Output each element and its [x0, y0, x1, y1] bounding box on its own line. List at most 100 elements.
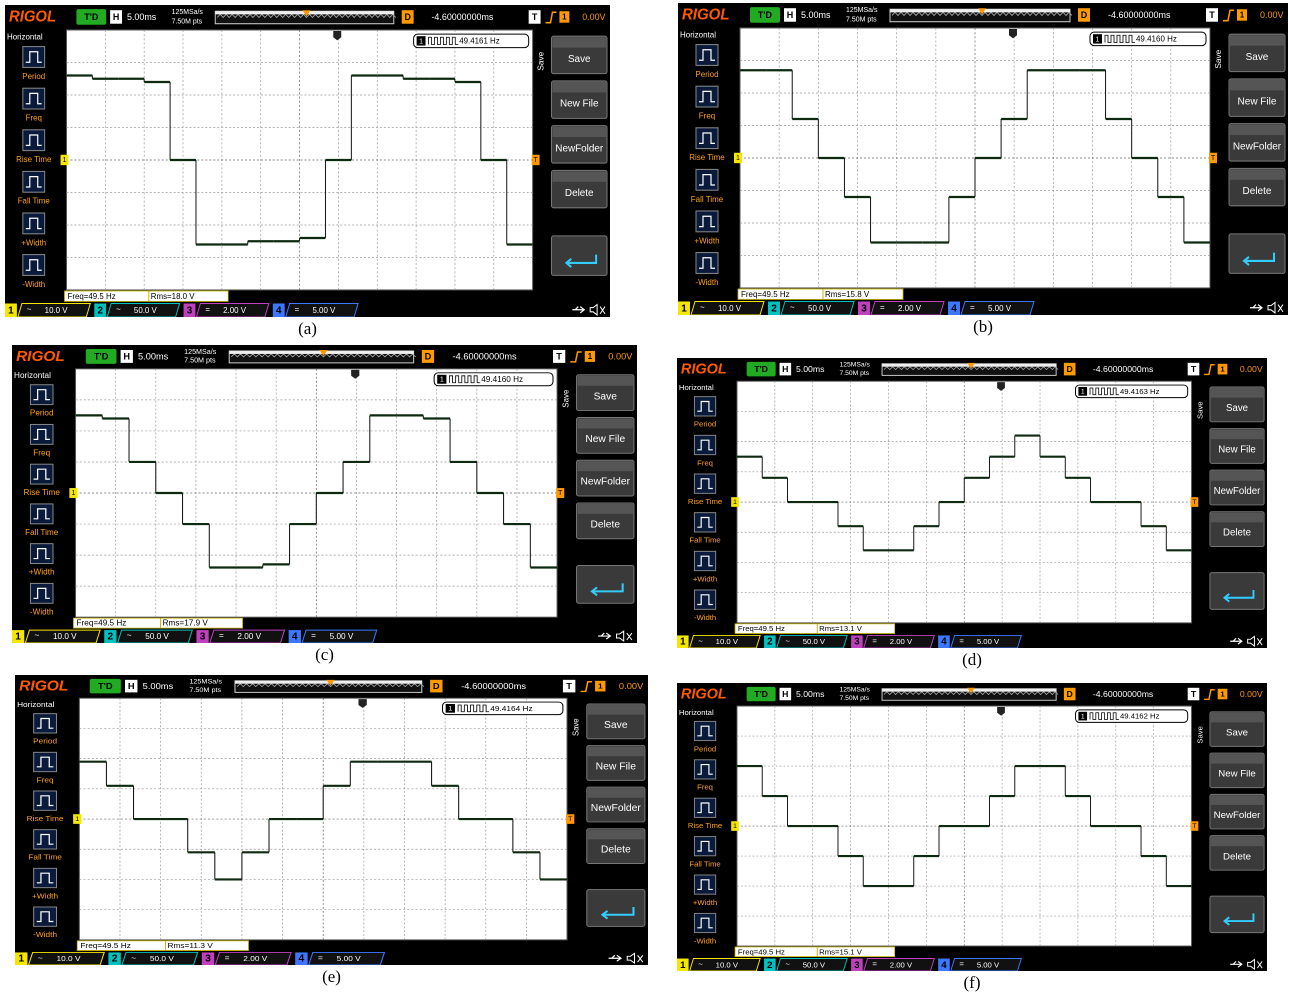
menu-label: New File	[560, 98, 599, 109]
caption: (c)	[12, 645, 637, 665]
delay: -4.60000000ms	[1093, 364, 1154, 374]
trigger-level: 0.00V	[608, 351, 633, 361]
channel-number: 3	[854, 960, 859, 971]
channel-coupling: =	[295, 305, 300, 314]
measure-label: Freq	[26, 113, 42, 122]
menu-label: Delete	[590, 520, 620, 531]
measure-icon	[696, 253, 718, 274]
measure-icon	[30, 424, 53, 444]
measure-icon	[23, 130, 45, 151]
channel-marker: 1	[733, 499, 737, 506]
channel-number: 2	[771, 303, 777, 314]
channel-number: 4	[951, 303, 957, 314]
timebase: 5.00ms	[796, 364, 825, 374]
measure-label: Rise Time	[16, 155, 52, 164]
channel-coupling: =	[959, 959, 964, 968]
caption: (f)	[677, 973, 1267, 993]
d-label: D	[404, 12, 411, 22]
h-label: H	[128, 681, 135, 691]
measure-icon	[23, 171, 45, 192]
measure-label: -Width	[695, 278, 718, 287]
measure-icon	[694, 875, 715, 894]
brand: RIGOL	[682, 6, 729, 23]
measure-label: Rise Time	[24, 488, 61, 497]
freq-readout: 49.4163 Hz	[1120, 387, 1160, 396]
channel-coupling: =	[225, 954, 230, 963]
channel-scale: 50.0 V	[808, 304, 832, 313]
t-label: T	[556, 351, 562, 361]
menu-button-shine	[552, 37, 606, 47]
menu-label: Save	[1246, 52, 1269, 63]
return-button	[1210, 896, 1264, 932]
channel-marker: 1	[736, 154, 740, 162]
freq-readout: 49.4162 Hz	[1120, 712, 1160, 721]
channel-coupling: ~	[698, 636, 703, 645]
sample-rate: 125MSa/s	[189, 679, 222, 686]
scope-display: RIGOLT'DH5.00ms125MSa/s7.50M ptsD-4.6000…	[12, 345, 637, 643]
t-label: T	[1209, 10, 1215, 20]
h-label: H	[782, 364, 788, 374]
menu-button-shine	[552, 171, 606, 181]
measure-icon	[34, 791, 57, 810]
memory-depth: 7.50M pts	[189, 687, 221, 694]
scope-display: RIGOLT'DH5.00ms125MSa/s7.50M ptsD-4.6000…	[677, 683, 1267, 971]
measure-label: Rise Time	[688, 821, 722, 830]
sample-rate: 125MSa/s	[839, 687, 870, 694]
return-button	[577, 566, 634, 604]
channel-scale: 5.00 V	[977, 960, 1000, 969]
measure-icon	[34, 714, 57, 733]
trigger-source: 1	[598, 682, 603, 691]
measure-icon	[694, 435, 715, 454]
t-label: T	[532, 12, 538, 22]
channel-scale: 50.0 V	[150, 955, 175, 964]
scope-screenshot: RIGOLT'DH5.00ms125MSa/s7.50M ptsD-4.6000…	[677, 683, 1267, 995]
menu-button-shine	[552, 127, 606, 137]
measure-label: Freq	[699, 111, 716, 120]
menu-title: Horizontal	[17, 700, 55, 709]
trigger-status: T'D	[84, 12, 98, 22]
measure-label: -Width	[22, 280, 45, 289]
rms-measure: Rms=11.3 V	[168, 941, 214, 950]
menu-title: Horizontal	[679, 708, 714, 717]
measure-label: Period	[33, 737, 57, 746]
measure-label: Rise Time	[689, 153, 725, 162]
trigger-level: 0.00V	[1240, 364, 1263, 374]
menu-button-shine	[578, 419, 633, 429]
return-button	[551, 236, 607, 276]
measure-label: +Width	[693, 574, 717, 583]
channel-coupling: =	[318, 954, 323, 963]
channel-scale: 50.0 V	[803, 637, 826, 646]
channel-scale: 2.00 V	[890, 960, 913, 969]
sample-rate: 125MSa/s	[172, 8, 204, 16]
rms-measure: Rms=18.0 V	[151, 292, 195, 301]
channel-number: 4	[941, 960, 947, 971]
freq-readout: 49.4160 Hz	[481, 375, 523, 384]
freq-readout: 49.4164 Hz	[490, 704, 532, 713]
scope-screenshot: RIGOLT'DH5.00ms125MSa/s7.50M ptsD-4.6000…	[678, 3, 1288, 339]
trigger-marker: T	[1192, 823, 1196, 830]
save-title: Save	[571, 718, 580, 736]
channel-coupling: =	[872, 959, 877, 968]
menu-label: NewFolder	[555, 143, 604, 154]
channel-number: 2	[767, 960, 772, 971]
channel-marker: 1	[71, 490, 75, 497]
menu-button-shine	[1211, 837, 1263, 847]
channel-number: 4	[299, 954, 305, 965]
scope-screenshot: RIGOLT'DH5.00ms125MSa/s7.50M ptsD-4.6000…	[15, 675, 648, 989]
channel-scale: 50.0 V	[145, 632, 169, 641]
measure-label: +Width	[29, 568, 55, 577]
channel-scale: 10.0 V	[716, 960, 739, 969]
menu-title: Horizontal	[14, 371, 51, 380]
trigger-level: 0.00V	[1260, 10, 1284, 20]
measure-icon	[694, 721, 715, 740]
menu-label: Save	[1226, 403, 1248, 414]
measure-icon	[34, 752, 57, 771]
channel-coupling: ~	[27, 305, 32, 314]
return-button	[1210, 573, 1264, 610]
save-title: Save	[561, 389, 570, 408]
d-label: D	[1067, 689, 1073, 699]
channel-scale: 2.00 V	[237, 632, 261, 641]
memory-depth: 7.50M pts	[839, 695, 869, 702]
